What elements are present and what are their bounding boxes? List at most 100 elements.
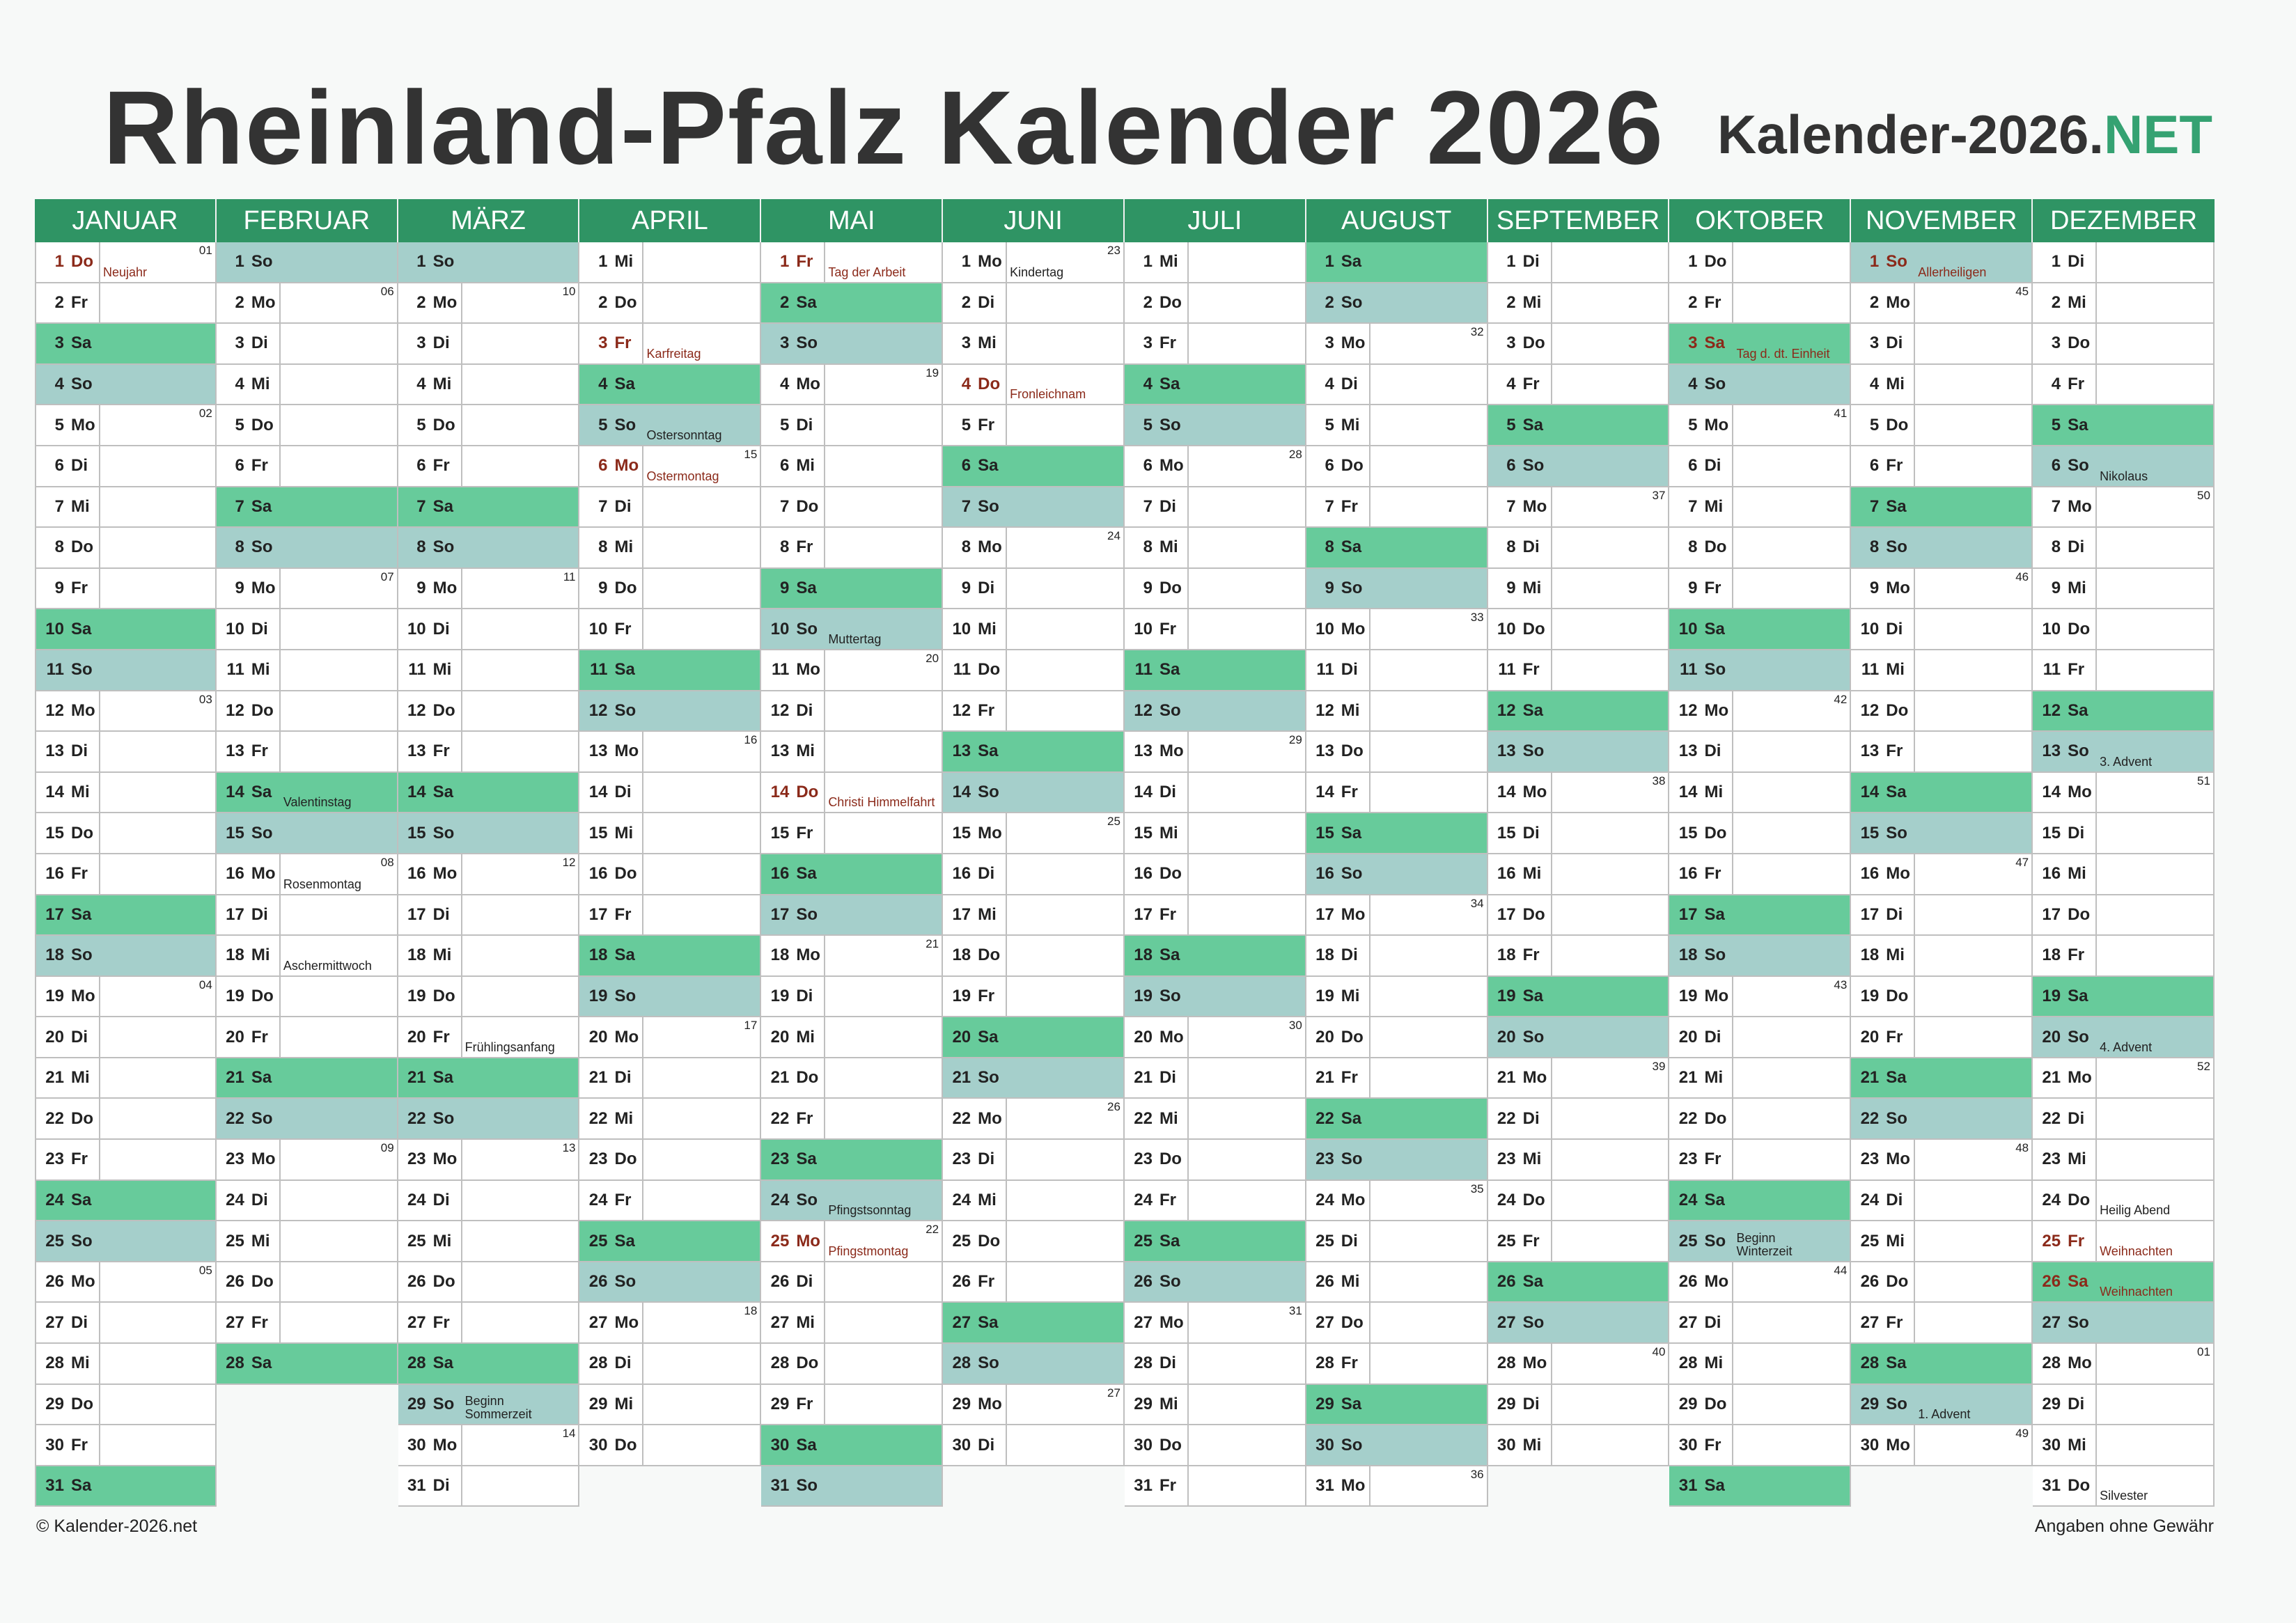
day-row[interactable]: 21 So: [943, 1058, 1125, 1099]
day-row[interactable]: 11 Di: [1306, 650, 1488, 691]
day-row[interactable]: 11 So: [35, 650, 217, 691]
day-row[interactable]: 21 Sa: [1851, 1058, 2033, 1099]
day-row[interactable]: 20 Mo 17: [579, 1017, 762, 1058]
day-row[interactable]: 17 Di: [398, 895, 580, 936]
day-row[interactable]: 28 Mo 40: [1487, 1344, 1670, 1385]
day-row[interactable]: 9 Mo 46: [1851, 568, 2033, 610]
day-row[interactable]: 12 Do: [216, 691, 398, 732]
day-row[interactable]: 7 Di: [579, 487, 762, 528]
day-row[interactable]: 14 Sa Valentinstag: [216, 772, 398, 814]
day-row[interactable]: 27 So: [1487, 1303, 1670, 1344]
day-row[interactable]: 16 Do: [579, 854, 762, 895]
day-row[interactable]: 11 Do: [943, 650, 1125, 691]
day-row[interactable]: 23 Do: [1124, 1140, 1306, 1181]
day-row[interactable]: 15 Di: [2033, 813, 2215, 854]
day-row[interactable]: 9 Do: [1124, 568, 1306, 610]
day-row[interactable]: 13 Mo 29: [1124, 732, 1306, 773]
day-row[interactable]: 9 Sa: [761, 568, 944, 610]
day-row[interactable]: 11 Mo 20: [761, 650, 944, 691]
day-row[interactable]: 31 Sa: [35, 1466, 217, 1507]
day-row[interactable]: 18 Sa: [579, 936, 762, 977]
day-row[interactable]: 16 Mo 47: [1851, 854, 2033, 895]
day-row[interactable]: 17 Do: [1487, 895, 1670, 936]
day-row[interactable]: 27 Mo 18: [579, 1303, 762, 1344]
day-row[interactable]: 28 So: [943, 1344, 1125, 1385]
day-row[interactable]: 29 Fr: [761, 1384, 944, 1426]
day-row[interactable]: 15 So: [216, 813, 398, 854]
day-row[interactable]: 2 Mi: [1487, 283, 1670, 324]
day-row[interactable]: 13 Do: [1306, 732, 1488, 773]
day-row[interactable]: 16 Mi: [1487, 854, 1670, 895]
day-row[interactable]: 7 Sa: [398, 487, 580, 528]
day-row[interactable]: 2 Mi: [2033, 283, 2215, 324]
day-row[interactable]: 28 Sa: [1851, 1344, 2033, 1385]
day-row[interactable]: 15 So: [1851, 813, 2033, 854]
day-row[interactable]: 24 Di: [216, 1180, 398, 1222]
day-row[interactable]: 1 So: [398, 242, 580, 283]
day-row[interactable]: 5 So Ostersonntag: [579, 405, 762, 446]
day-row[interactable]: 8 So: [216, 528, 398, 569]
day-row[interactable]: 21 Mo 52: [2033, 1058, 2215, 1099]
day-row[interactable]: 18 Mi: [1851, 936, 2033, 977]
day-row[interactable]: 15 Fr: [761, 813, 944, 854]
day-row[interactable]: 17 Fr: [579, 895, 762, 936]
day-row[interactable]: 23 Mo 09: [216, 1140, 398, 1181]
day-row[interactable]: 10 Mo 33: [1306, 609, 1488, 650]
day-row[interactable]: 3 Di: [216, 324, 398, 365]
day-row[interactable]: 30 So: [1306, 1425, 1488, 1466]
day-row[interactable]: 5 Mo 02: [35, 405, 217, 446]
day-row[interactable]: 17 Mo 34: [1306, 895, 1488, 936]
day-row[interactable]: 14 Mi: [1669, 772, 1852, 814]
day-row[interactable]: 14 Do Christi Himmelfahrt: [761, 772, 944, 814]
day-row[interactable]: 9 Di: [943, 568, 1125, 610]
day-row[interactable]: 18 Sa: [1124, 936, 1306, 977]
day-row[interactable]: 10 Di: [398, 609, 580, 650]
day-row[interactable]: 27 Fr: [1851, 1303, 2033, 1344]
day-row[interactable]: 3 Sa: [35, 324, 217, 365]
day-row[interactable]: 22 Do: [1669, 1099, 1852, 1140]
day-row[interactable]: 30 Do: [1124, 1425, 1306, 1466]
day-row[interactable]: 9 Mi: [2033, 568, 2215, 610]
day-row[interactable]: 12 Do: [398, 691, 580, 732]
day-row[interactable]: 18 Mi: [398, 936, 580, 977]
day-row[interactable]: 10 Mi: [943, 609, 1125, 650]
day-row[interactable]: 20 So 4. Advent: [2033, 1017, 2215, 1058]
day-row[interactable]: 22 Di: [1487, 1099, 1670, 1140]
day-row[interactable]: 7 Fr: [1306, 487, 1488, 528]
day-row[interactable]: 30 Mi: [2033, 1425, 2215, 1466]
day-row[interactable]: 14 Mo 38: [1487, 772, 1670, 814]
day-row[interactable]: 14 Di: [1124, 772, 1306, 814]
day-row[interactable]: 2 Mo 06: [216, 283, 398, 324]
day-row[interactable]: 1 Di: [1487, 242, 1670, 283]
day-row[interactable]: 27 Di: [1669, 1303, 1852, 1344]
day-row[interactable]: 30 Fr: [35, 1425, 217, 1466]
day-row[interactable]: 19 Di: [761, 976, 944, 1018]
day-row[interactable]: 9 Mi: [1487, 568, 1670, 610]
day-row[interactable]: 3 So: [761, 324, 944, 365]
day-row[interactable]: 29 Di: [1487, 1384, 1670, 1426]
day-row[interactable]: 29 Mo 27: [943, 1384, 1125, 1426]
day-row[interactable]: 1 Mi: [1124, 242, 1306, 283]
day-row[interactable]: 2 Mo 10: [398, 283, 580, 324]
day-row[interactable]: 8 Fr: [761, 528, 944, 569]
day-row[interactable]: 11 Mi: [1851, 650, 2033, 691]
day-row[interactable]: 16 Di: [943, 854, 1125, 895]
day-row[interactable]: 26 So: [1124, 1262, 1306, 1303]
day-row[interactable]: 17 Sa: [1669, 895, 1852, 936]
day-row[interactable]: 4 Mo 19: [761, 364, 944, 406]
day-row[interactable]: 9 So: [1306, 568, 1488, 610]
day-row[interactable]: 23 Mi: [2033, 1140, 2215, 1181]
day-row[interactable]: 22 Mo 26: [943, 1099, 1125, 1140]
day-row[interactable]: 25 Sa: [579, 1221, 762, 1262]
day-row[interactable]: 20 Fr Frühlingsanfang: [398, 1017, 580, 1058]
brand-logo[interactable]: Kalender-2026.NET: [1717, 107, 2212, 162]
day-row[interactable]: 26 Sa Weihnachten: [2033, 1262, 2215, 1303]
day-row[interactable]: 22 So: [1851, 1099, 2033, 1140]
day-row[interactable]: 30 Fr: [1669, 1425, 1852, 1466]
day-row[interactable]: 17 Di: [1851, 895, 2033, 936]
day-row[interactable]: 23 Di: [943, 1140, 1125, 1181]
day-row[interactable]: 7 Sa: [216, 487, 398, 528]
day-row[interactable]: 15 Mi: [579, 813, 762, 854]
day-row[interactable]: 14 Fr: [1306, 772, 1488, 814]
day-row[interactable]: 30 Mi: [1487, 1425, 1670, 1466]
